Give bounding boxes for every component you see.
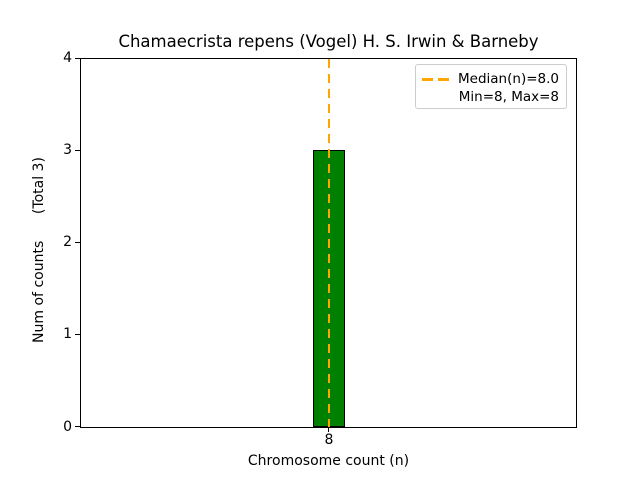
plot-area: Median(n)=8.0 Min=8, Max=8 [80,58,577,428]
legend-entry-minmax: Min=8, Max=8 [422,88,559,106]
dashed-line-icon [422,77,449,81]
x-axis-label: Chromosome count (n) [247,453,410,469]
y-tick-label-1: 1 [63,326,72,342]
y-tick-label-2: 2 [63,234,72,250]
y-tick-mark-0 [75,426,80,427]
legend: Median(n)=8.0 Min=8, Max=8 [415,64,567,109]
legend-median-label: Median(n)=8.0 [458,71,559,87]
y-tick-label-4: 4 [63,50,72,66]
y-tick-mark-1 [75,334,80,335]
y-tick-mark-3 [75,150,80,151]
y-axis-label: Num of counts (Total 3) [31,157,47,343]
legend-entry-median: Median(n)=8.0 [422,70,559,88]
y-tick-label-3: 3 [63,142,72,158]
y-tick-mark-2 [75,242,80,243]
median-line [328,59,330,427]
y-tick-mark-4 [75,58,80,59]
x-tick-label-8: 8 [324,432,334,448]
chart-title: Chamaecrista repens (Vogel) H. S. Irwin … [118,32,539,51]
x-tick-mark-8 [328,427,329,432]
y-tick-label-0: 0 [63,419,72,435]
legend-minmax-label: Min=8, Max=8 [458,89,559,105]
